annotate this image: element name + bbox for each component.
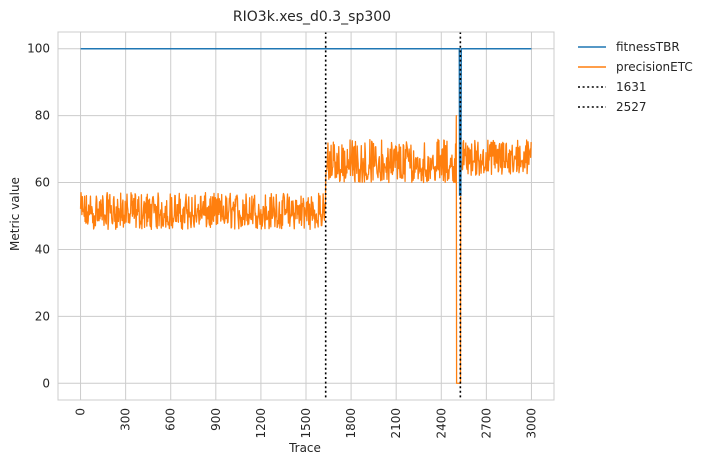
- plot-frame: [57, 31, 555, 401]
- x-tick-label: 2400: [434, 408, 448, 439]
- x-axis-label: Trace: [288, 441, 321, 455]
- y-tick-label: 0: [42, 376, 50, 390]
- plot-area: [79, 32, 532, 400]
- x-tick-label: 2100: [389, 408, 403, 439]
- series-precisionETC-line: [79, 114, 532, 384]
- x-tick-label: 2700: [479, 408, 493, 439]
- legend-label: fitnessTBR: [616, 40, 680, 54]
- x-tick-label: 600: [164, 408, 178, 431]
- x-tick-label: 900: [209, 408, 223, 431]
- legend-label: 1631: [616, 80, 647, 94]
- legend-label: 2527: [616, 100, 647, 114]
- x-tick-label: 0: [74, 408, 88, 416]
- y-tick-label: 100: [27, 42, 50, 56]
- x-tick-label: 3000: [524, 408, 538, 439]
- y-tick-label: 60: [35, 176, 50, 190]
- x-tick-label: 300: [119, 408, 133, 431]
- y-axis-label: Metric value: [8, 177, 22, 251]
- x-tick-label: 1800: [344, 408, 358, 439]
- chart-title: RIO3k.xes_d0.3_sp300: [233, 9, 391, 25]
- axis-ticks: 0 300 600 900 1200 1500 1800 2100 2400 2700 3000 0 2…: [27, 42, 538, 439]
- legend-label: precisionETC: [616, 60, 693, 74]
- y-tick-label: 20: [35, 309, 50, 323]
- x-tick-label: 1500: [299, 408, 313, 439]
- x-tick-label: 1200: [254, 408, 268, 439]
- y-tick-label: 80: [35, 109, 50, 123]
- y-tick-label: 40: [35, 242, 50, 256]
- legend: fitnessTBR precisionETC 1631 2527: [578, 40, 693, 114]
